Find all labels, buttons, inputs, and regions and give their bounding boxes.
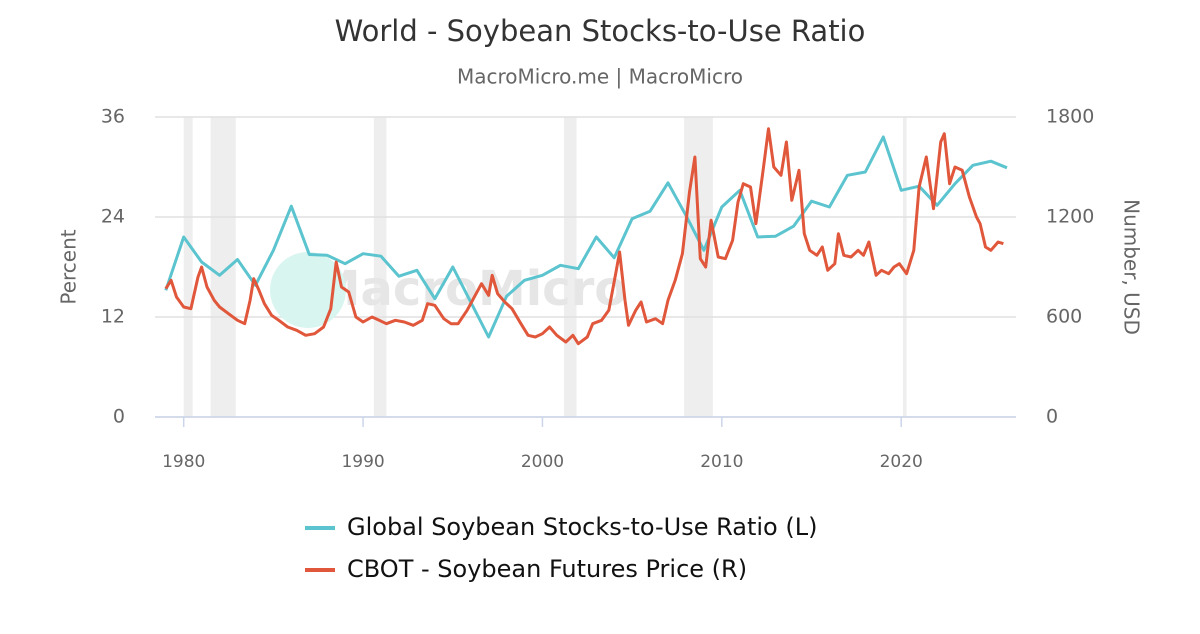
shaded-band bbox=[684, 117, 713, 417]
y2-tick-label: 1800 bbox=[1046, 106, 1094, 128]
watermark-logo bbox=[270, 252, 346, 328]
series-line bbox=[164, 127, 1004, 346]
y-tick-label: 12 bbox=[101, 306, 125, 328]
legend-label: Global Soybean Stocks-to-Use Ratio (L) bbox=[347, 513, 817, 541]
series-line bbox=[164, 135, 1008, 339]
shaded-band bbox=[902, 117, 907, 417]
y2-axis-label: Number, USD bbox=[1120, 199, 1144, 335]
x-tick-label: 1990 bbox=[341, 452, 384, 472]
y-tick-label: 0 bbox=[113, 406, 125, 428]
y-tick-label: 36 bbox=[101, 106, 125, 128]
shaded-band bbox=[210, 117, 236, 417]
shaded-band bbox=[373, 117, 387, 417]
x-tick-label: 2020 bbox=[880, 452, 923, 472]
x-tick-label: 1980 bbox=[162, 452, 205, 472]
y2-tick-label: 0 bbox=[1046, 406, 1058, 428]
legend-label: CBOT - Soybean Futures Price (R) bbox=[347, 555, 747, 583]
chart-title: World - Soybean Stocks-to-Use Ratio bbox=[335, 14, 866, 48]
chart-subtitle: MacroMicro.me | MacroMicro bbox=[457, 65, 743, 89]
x-tick-label: 2010 bbox=[700, 452, 743, 472]
y2-tick-label: 600 bbox=[1046, 306, 1082, 328]
y2-tick-label: 1200 bbox=[1046, 206, 1094, 228]
x-tick-label: 2000 bbox=[521, 452, 564, 472]
y-axis-label: Percent bbox=[57, 229, 81, 304]
y-tick-label: 24 bbox=[101, 206, 125, 228]
shaded-band bbox=[183, 117, 193, 417]
watermark: MacroMicro bbox=[313, 261, 628, 317]
